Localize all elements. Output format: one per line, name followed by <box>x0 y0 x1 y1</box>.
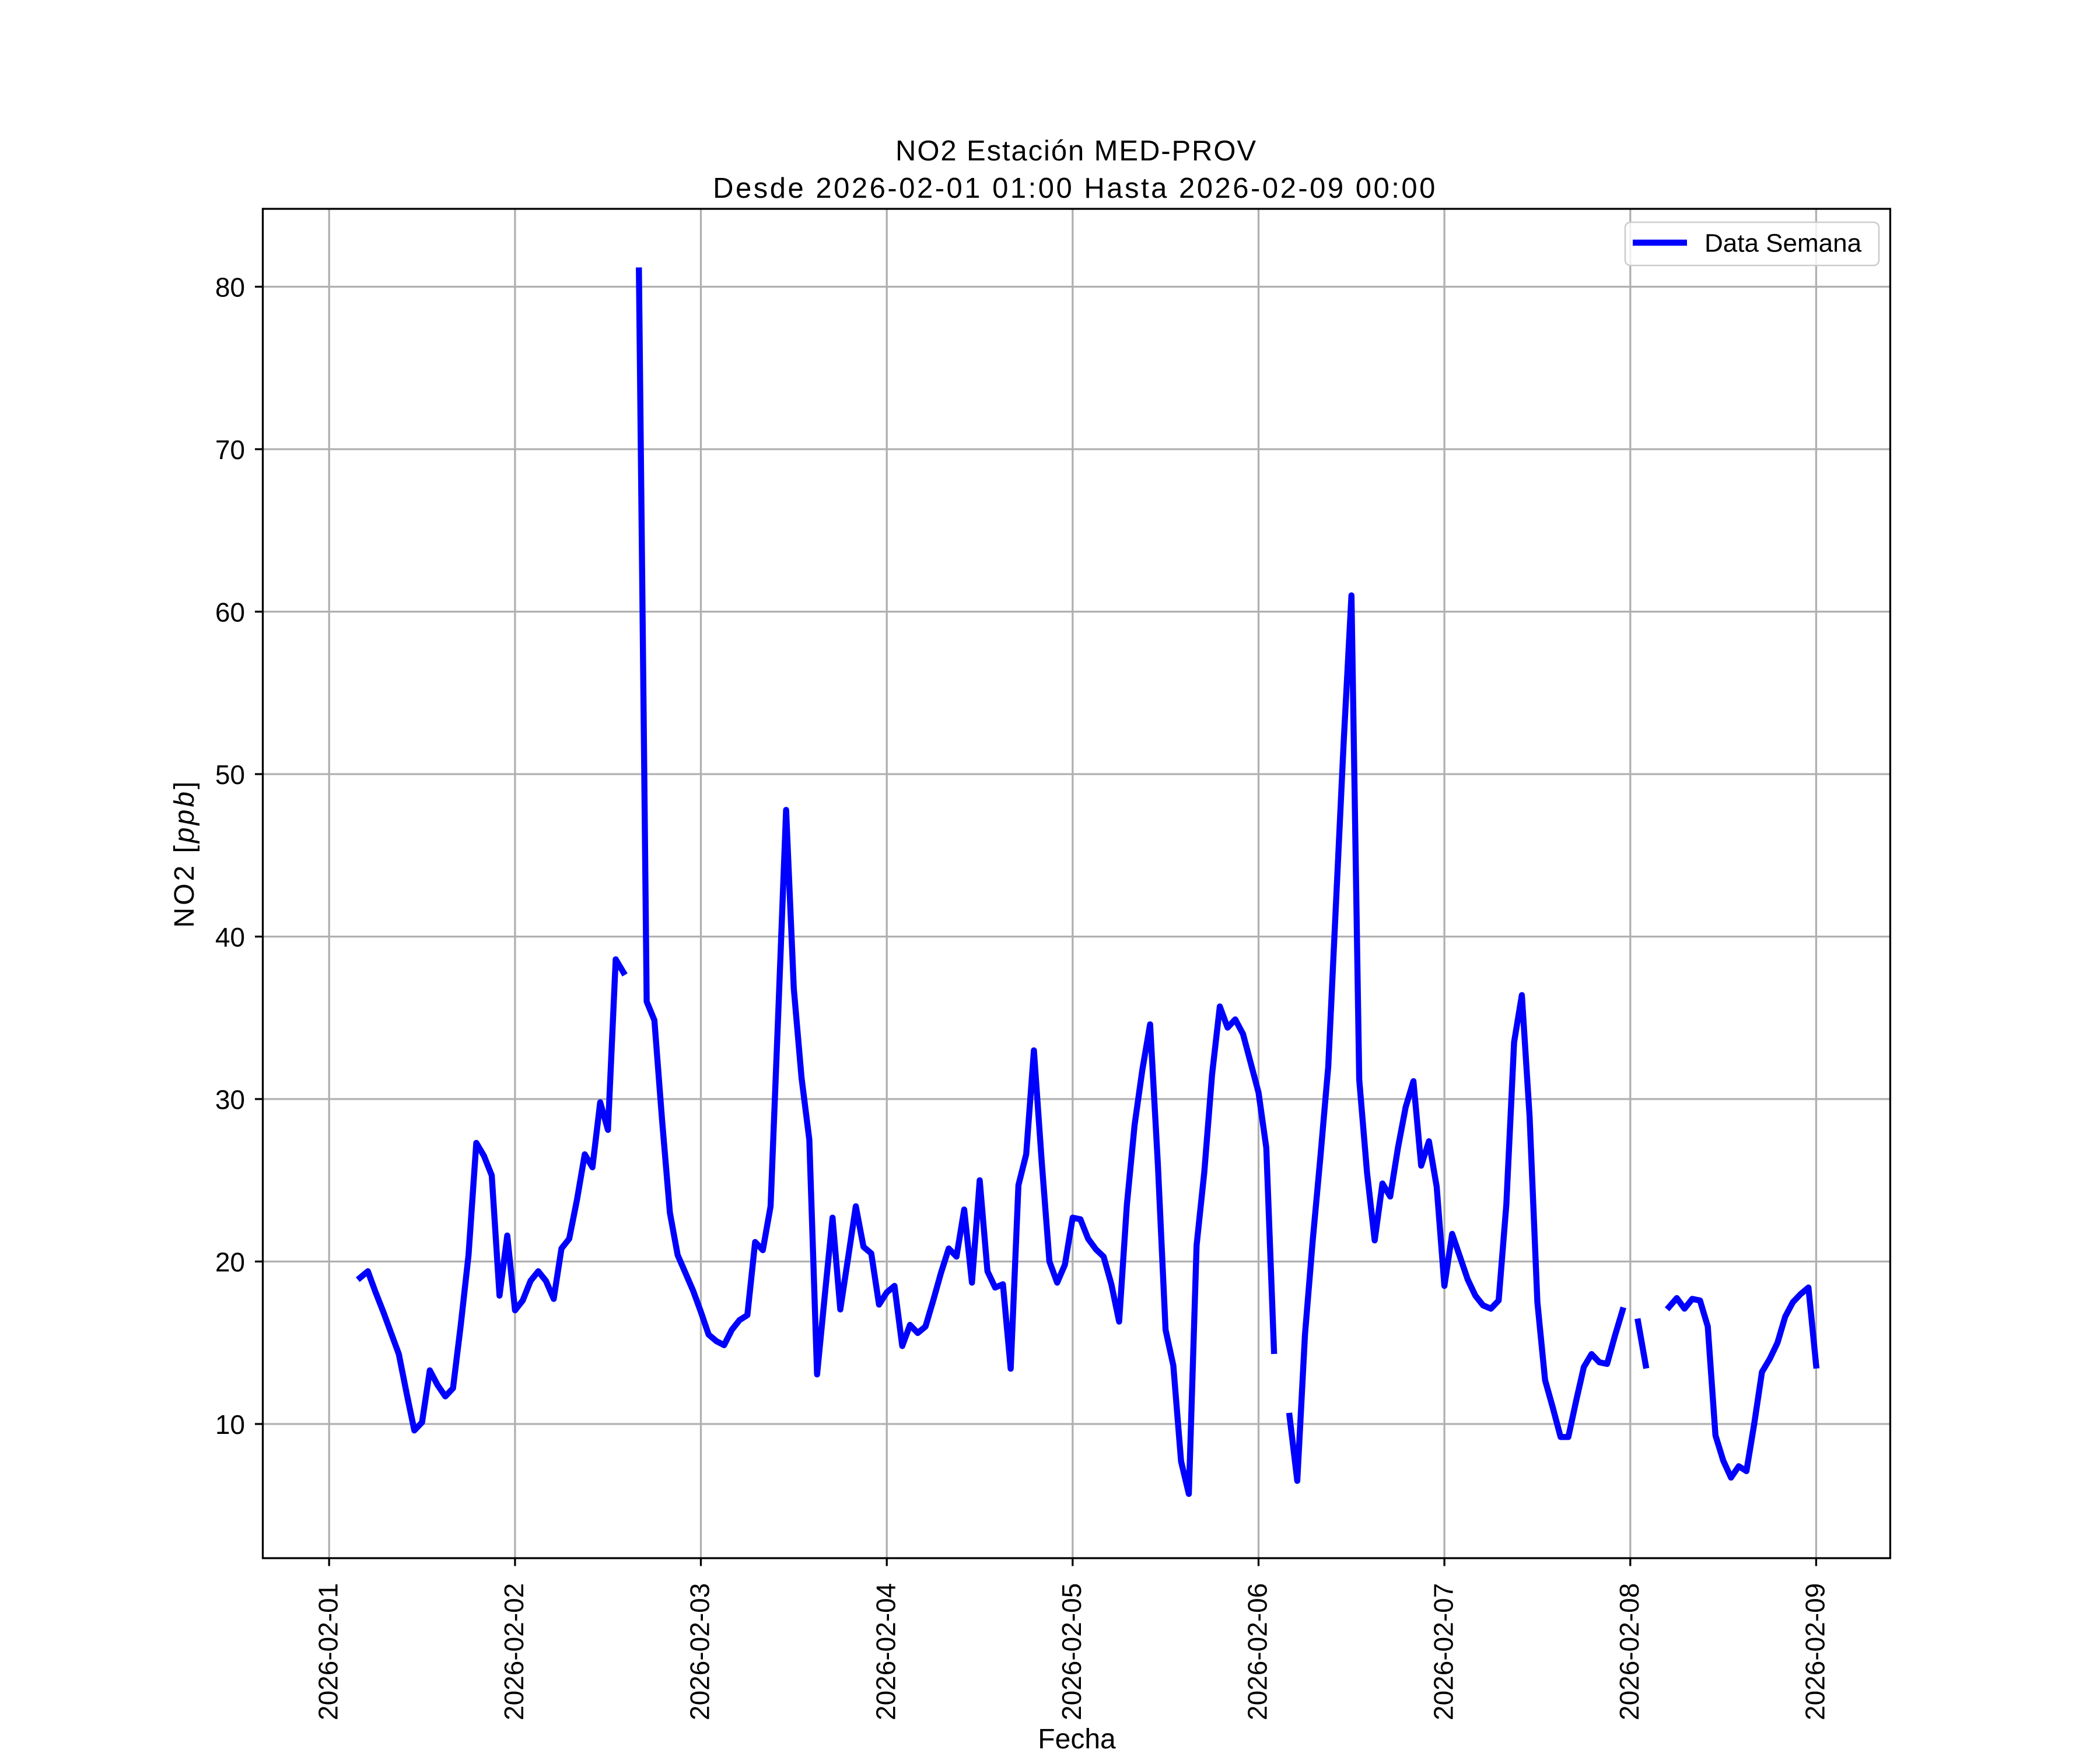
svg-text:Data Semana: Data Semana <box>1704 229 1862 258</box>
svg-text:2026-02-08: 2026-02-08 <box>1614 1583 1644 1720</box>
svg-text:2026-02-09: 2026-02-09 <box>1800 1583 1831 1720</box>
svg-text:60: 60 <box>215 597 245 628</box>
svg-text:10: 10 <box>215 1409 245 1440</box>
svg-text:80: 80 <box>215 272 245 303</box>
svg-text:30: 30 <box>215 1084 245 1115</box>
svg-text:40: 40 <box>215 922 245 953</box>
svg-text:2026-02-05: 2026-02-05 <box>1056 1583 1087 1720</box>
svg-text:2026-02-06: 2026-02-06 <box>1242 1583 1273 1720</box>
svg-text:Desde 2026-02-01 01:00 Hasta 2: Desde 2026-02-01 01:00 Hasta 2026-02-09 … <box>713 173 1437 204</box>
svg-text:2026-02-01: 2026-02-01 <box>313 1583 343 1720</box>
svg-text:Fecha: Fecha <box>1038 1724 1116 1750</box>
svg-text:NO2 Estación MED-PROV: NO2 Estación MED-PROV <box>895 135 1257 167</box>
svg-text:50: 50 <box>215 760 245 790</box>
svg-text:2026-02-04: 2026-02-04 <box>870 1583 901 1720</box>
svg-text:2026-02-07: 2026-02-07 <box>1428 1583 1458 1720</box>
svg-text:70: 70 <box>215 435 245 465</box>
svg-text:NO2 [ppb]: NO2 [ppb] <box>169 779 200 928</box>
svg-text:2026-02-02: 2026-02-02 <box>499 1583 529 1720</box>
svg-text:20: 20 <box>215 1247 245 1278</box>
svg-text:2026-02-03: 2026-02-03 <box>685 1583 715 1720</box>
